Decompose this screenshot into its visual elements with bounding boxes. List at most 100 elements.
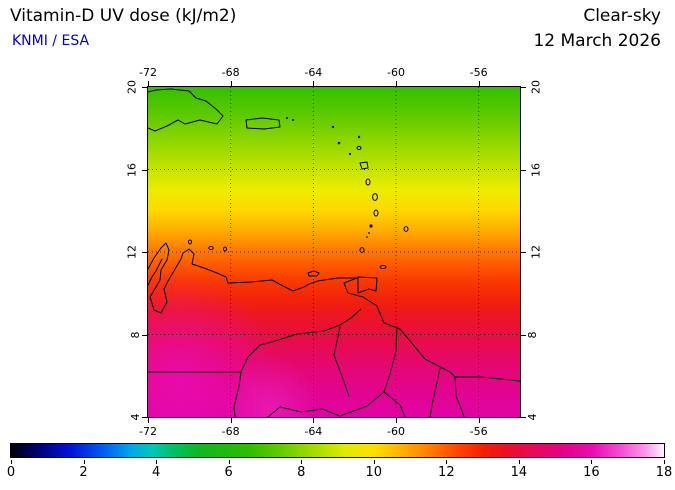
colorbar-gradient: [10, 443, 665, 458]
tick-label: -68: [221, 425, 240, 438]
coast-puerto-rico: [245, 117, 281, 130]
colorbar-axis: 0 2 4 6 8 10 12 14 16 18: [7, 460, 672, 484]
tick-label: -68: [221, 66, 240, 79]
island-grenadines2-icon: [366, 236, 368, 238]
y-axis-right: 20 16 12 8 4: [521, 80, 547, 421]
colorbar-tick-mark: [83, 460, 85, 464]
tick-mark: [148, 81, 149, 86]
uv-dose-heatmap: [147, 86, 521, 418]
y-axis-left: 20 16 12 8 4: [121, 80, 147, 421]
tick-mark: [521, 417, 526, 418]
colorbar-tick-mark: [156, 460, 158, 464]
coast-hispaniola: [148, 88, 224, 132]
header-right: Clear-sky 12 March 2026: [533, 6, 661, 51]
tick-mark: [396, 81, 397, 86]
tick-label: 12: [529, 245, 543, 259]
tick-label: -64: [304, 425, 323, 438]
island-margarita: [307, 270, 320, 277]
island-st-lucia: [373, 209, 379, 217]
tick-mark: [396, 418, 397, 423]
river-essequibo: [429, 367, 441, 417]
tick-mark: [478, 418, 480, 423]
colorbar-tick-mark: [301, 460, 303, 464]
island-guadeloupe: [359, 161, 369, 170]
colorbar-tick-mark: [228, 460, 230, 464]
island-st-kitts-icon: [337, 141, 341, 145]
tick-mark: [521, 334, 526, 336]
colorbar-tick-label: 4: [151, 465, 161, 480]
island-barbuda-icon: [357, 135, 361, 139]
tick-mark: [478, 81, 480, 86]
colorbar-tick-mark: [373, 460, 375, 464]
island-dominica: [365, 178, 371, 186]
colorbar-tick-label: 18: [655, 465, 673, 480]
tick-mark: [230, 81, 232, 86]
tick-mark: [142, 417, 147, 418]
sky-condition-label: Clear-sky: [583, 6, 661, 26]
x-axis-bottom: -72 -68 -64 -60 -56: [139, 418, 520, 442]
tick-label: 12: [125, 245, 139, 259]
colorbar-tick-label: 8: [297, 465, 306, 480]
tick-mark: [521, 87, 526, 88]
tick-mark: [313, 418, 315, 423]
tick-label: 20: [529, 80, 543, 94]
island-grenadines-icon: [368, 232, 370, 234]
tick-label: 16: [529, 162, 543, 177]
island-trinidad: [357, 276, 378, 294]
tick-label: 20: [125, 80, 139, 94]
tick-label: 4: [526, 413, 539, 421]
colorbar-tick-mark: [518, 460, 520, 464]
tick-label: 8: [526, 331, 539, 338]
island-curacao: [208, 245, 214, 251]
island-st-martin-icon: [331, 125, 335, 129]
island-antigua: [356, 145, 362, 151]
tick-label: -56: [469, 66, 488, 79]
coast-south-america: [148, 242, 520, 382]
river-courantyne: [454, 376, 465, 417]
source-credit: KNMI / ESA: [12, 33, 90, 49]
tick-mark: [148, 418, 149, 423]
tick-label: -56: [469, 425, 488, 438]
tick-mark: [521, 252, 526, 253]
island-virgin-islands2-icon: [292, 119, 294, 121]
colorbar-tick-mark: [446, 460, 448, 464]
coastlines: [148, 88, 520, 417]
island-bonaire: [223, 246, 227, 252]
x-axis-top: -72 -68 -64 -60 -56: [139, 66, 520, 86]
tick-label: -64: [304, 66, 323, 79]
island-st-vincent-icon: [369, 224, 373, 228]
colorbar-tick-label: 12: [438, 465, 455, 480]
colorbar-tick-mark: [11, 460, 12, 464]
river-orinoco: [240, 308, 362, 373]
tick-mark: [230, 418, 232, 423]
tick-label: 16: [125, 162, 139, 177]
colorbar-tick-label: 2: [79, 465, 88, 480]
grid-lines: [148, 87, 520, 417]
island-montserrat-icon: [348, 152, 352, 156]
tick-label: -72: [139, 425, 157, 438]
island-grenada: [359, 247, 365, 253]
border-guyana-brazil: [383, 391, 406, 417]
border-venezuela-brazil: [267, 391, 385, 417]
island-tobago: [379, 265, 387, 269]
border-colombia-venezuela: [148, 258, 163, 286]
colorbar-tick-label: 6: [224, 465, 233, 480]
tick-mark: [142, 169, 147, 171]
tick-mark: [142, 87, 147, 88]
tick-label: -60: [387, 425, 405, 438]
map-overlay: [148, 87, 520, 417]
page-title: Vitamin-D UV dose (kJ/m2): [10, 6, 237, 26]
island-aruba: [188, 239, 192, 245]
border-venezuela-guyana: [383, 326, 398, 393]
colorbar-tick-mark: [664, 460, 665, 464]
island-barbados: [403, 226, 409, 232]
tick-mark: [521, 169, 526, 171]
tick-mark: [142, 252, 147, 253]
map-date: 12 March 2026: [533, 31, 661, 51]
river-caroni: [333, 326, 350, 397]
colorbar-tick-label: 14: [510, 465, 528, 480]
colorbar-tick-label: 16: [583, 465, 600, 480]
tick-mark: [142, 334, 147, 336]
river-meta-orinoco: [148, 371, 242, 417]
